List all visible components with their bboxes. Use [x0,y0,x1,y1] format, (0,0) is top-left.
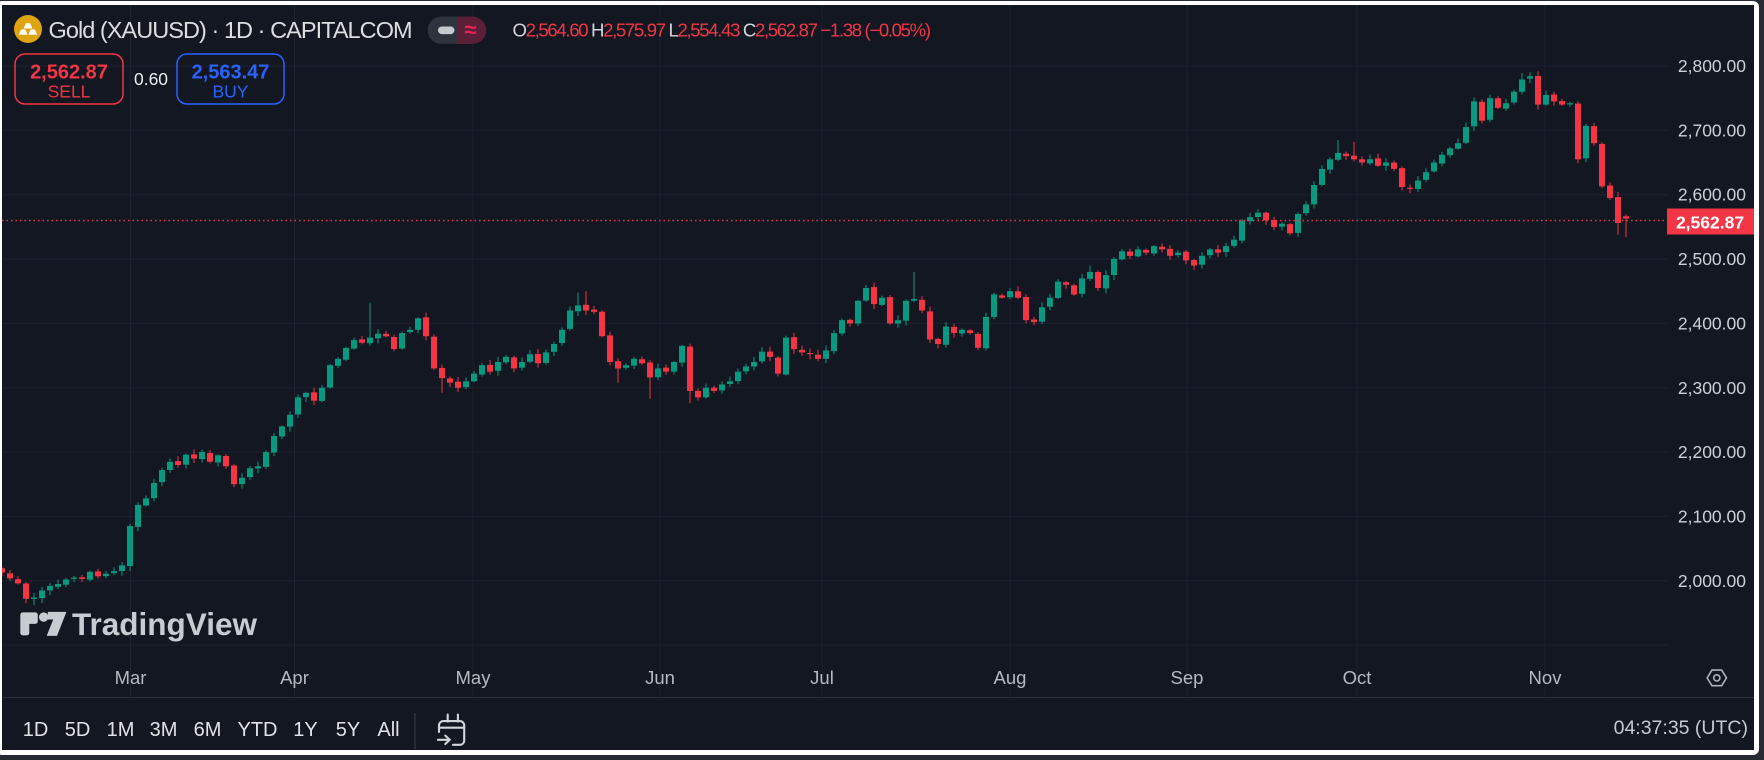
svg-text:0.60: 0.60 [134,69,168,89]
svg-text:May: May [456,667,492,688]
svg-text:2,000.00: 2,000.00 [1678,571,1746,591]
svg-text:Oct: Oct [1343,667,1372,688]
svg-text:2,100.00: 2,100.00 [1678,507,1746,527]
svg-text:2,700.00: 2,700.00 [1678,120,1746,140]
svg-text:All: All [377,719,399,741]
svg-text:6M: 6M [194,719,222,741]
svg-text:Jul: Jul [810,667,834,688]
svg-text:Jun: Jun [645,667,675,688]
svg-text:Sep: Sep [1171,667,1204,688]
svg-text:1Y: 1Y [293,719,317,741]
svg-text:SELL: SELL [48,82,91,102]
svg-text:Mar: Mar [115,667,147,688]
svg-text:5D: 5D [65,719,91,741]
svg-text:BUY: BUY [213,82,249,102]
svg-text:Nov: Nov [1529,667,1563,688]
svg-text:TradingView: TradingView [72,606,257,642]
svg-text:04:37:35 (UTC): 04:37:35 (UTC) [1614,717,1748,739]
svg-text:2,400.00: 2,400.00 [1678,313,1746,333]
svg-text:2,300.00: 2,300.00 [1678,378,1746,398]
svg-text:2,800.00: 2,800.00 [1678,56,1746,76]
svg-text:3M: 3M [150,719,178,741]
svg-text:2,562.87: 2,562.87 [1676,213,1744,233]
svg-text:Aug: Aug [994,667,1027,688]
svg-text:≈: ≈ [464,17,476,42]
svg-text:1D: 1D [23,719,49,741]
svg-text:1M: 1M [107,719,135,741]
svg-text:2,600.00: 2,600.00 [1678,185,1746,205]
svg-text:YTD: YTD [238,719,278,741]
svg-text:2,500.00: 2,500.00 [1678,249,1746,269]
svg-text:2,563.47: 2,563.47 [192,62,270,84]
svg-text:2,200.00: 2,200.00 [1678,442,1746,462]
svg-text:Apr: Apr [280,667,309,688]
svg-text:O2,564.60 H2,575.97 L2,554.43: O2,564.60 H2,575.97 L2,554.43 C2,562.87 … [513,20,931,41]
svg-text:Gold (XAUUSD) · 1D · CAPITALCO: Gold (XAUUSD) · 1D · CAPITALCOM [49,17,412,43]
svg-text:5Y: 5Y [336,719,360,741]
svg-text:2,562.87: 2,562.87 [30,62,108,84]
